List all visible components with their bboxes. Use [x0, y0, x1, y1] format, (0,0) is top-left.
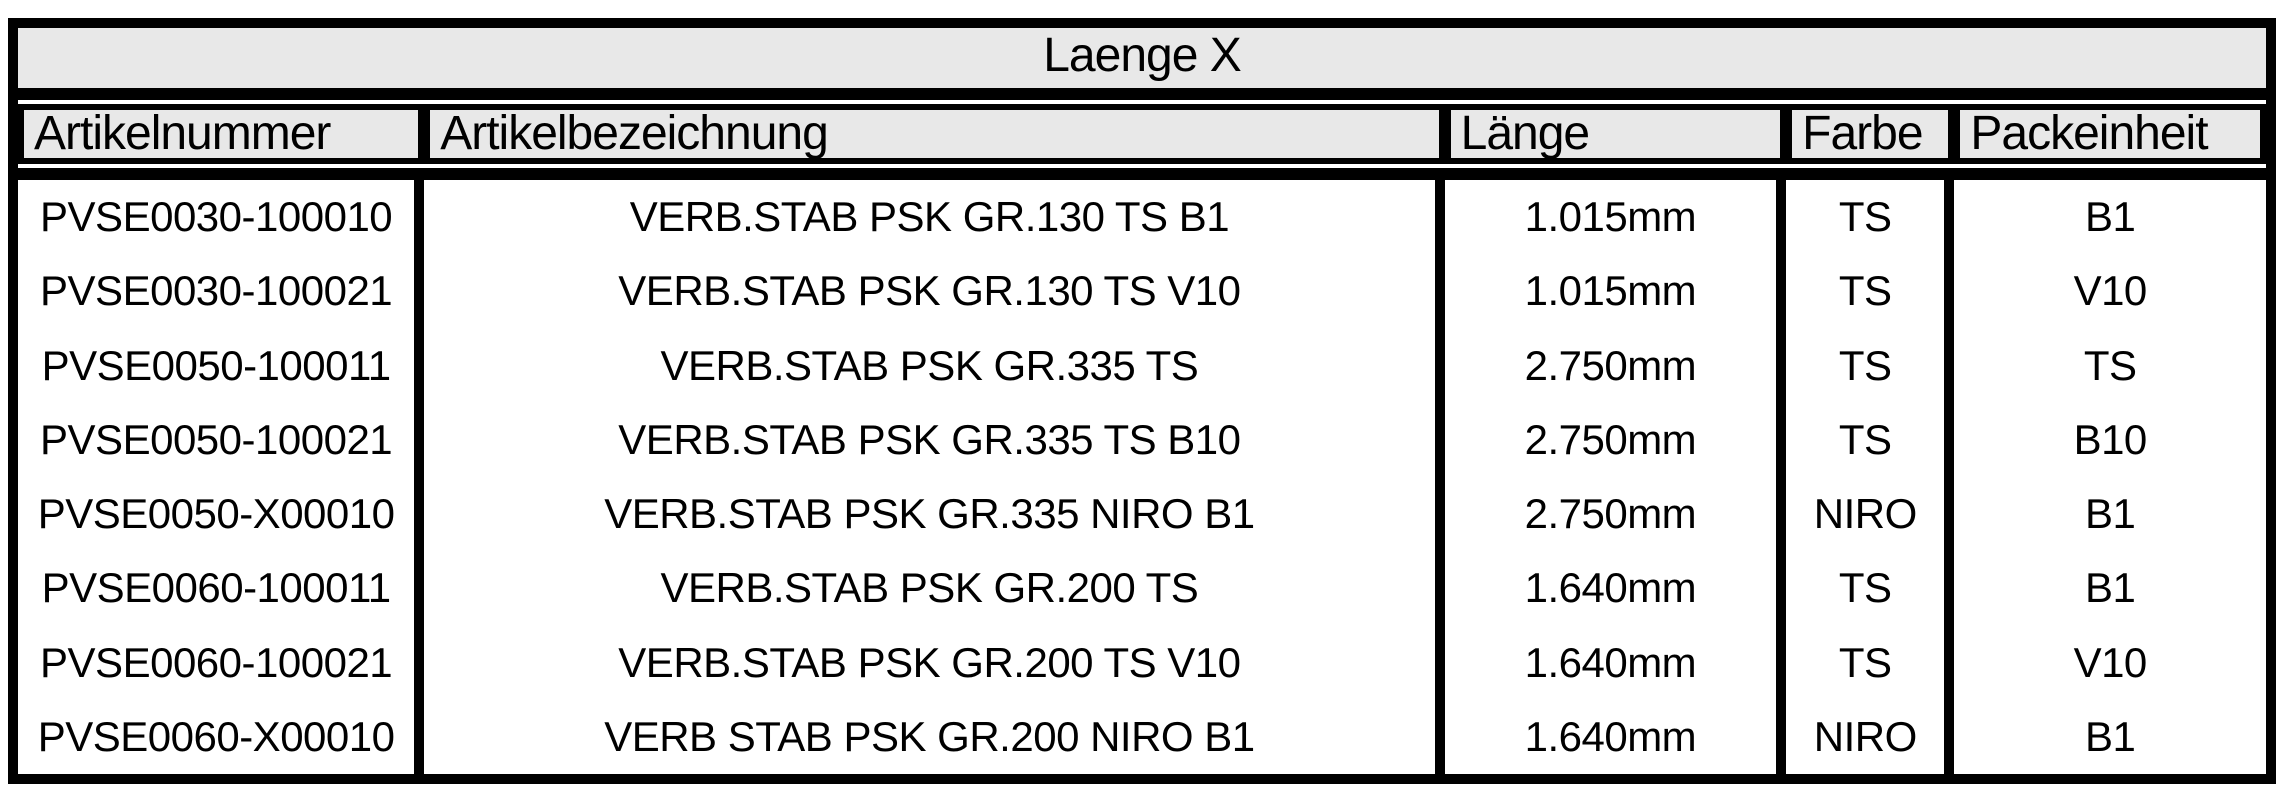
cell-artikelbezeichnung: VERB.STAB PSK GR.200 TS V10 [618, 638, 1241, 686]
column-header-laenge: Länge [1444, 104, 1787, 164]
cell-packeinheit: B1 [2085, 712, 2136, 760]
column-artikelnummer: PVSE0030-100010 PVSE0030-100021 PVSE0050… [18, 180, 425, 774]
column-farbe: TS TS TS TS NIRO TS TS NIRO [1786, 180, 1955, 774]
column-artikelbezeichnung: VERB.STAB PSK GR.130 TS B1 VERB.STAB PSK… [424, 180, 1445, 774]
cell-laenge: 1.640mm [1524, 564, 1697, 612]
cell-artikelnummer: PVSE0060-100011 [41, 564, 392, 612]
cell-artikelbezeichnung: VERB.STAB PSK GR.130 TS B1 [629, 193, 1230, 241]
table-header-row: Artikelnummer Artikelbezeichnung Länge F… [18, 100, 2266, 180]
cell-packeinheit: B1 [2085, 564, 2136, 612]
cell-artikelbezeichnung: VERB.STAB PSK GR.335 NIRO B1 [604, 490, 1255, 538]
cell-artikelnummer: PVSE0060-X00010 [37, 712, 395, 760]
cell-packeinheit: B1 [2085, 193, 2136, 241]
article-price-table: Laenge X Artikelnummer Artikelbezeichnun… [8, 18, 2276, 784]
cell-artikelnummer: PVSE0060-100021 [40, 638, 393, 686]
cell-packeinheit: V10 [2073, 638, 2148, 686]
cell-laenge: 1.640mm [1524, 638, 1697, 686]
cell-artikelbezeichnung: VERB.STAB PSK GR.335 TS B10 [618, 415, 1241, 463]
cell-farbe: NIRO [1813, 712, 1918, 760]
cell-farbe: TS [1838, 564, 1892, 612]
column-header-packeinheit: Packeinheit [1954, 104, 2266, 164]
column-header-farbe: Farbe [1786, 104, 1955, 164]
column-packeinheit: B1 V10 TS B10 B1 B1 V10 B1 [1954, 180, 2266, 774]
cell-artikelnummer: PVSE0050-X00010 [37, 490, 395, 538]
cell-laenge: 2.750mm [1524, 490, 1697, 538]
table-title-row: Laenge X [18, 28, 2266, 100]
column-header-artikelbezeichnung: Artikelbezeichnung [424, 104, 1445, 164]
cell-artikelnummer: PVSE0050-100011 [41, 341, 392, 389]
cell-artikelnummer: PVSE0030-100021 [40, 267, 393, 315]
column-laenge: 1.015mm 1.015mm 2.750mm 2.750mm 2.750mm … [1445, 180, 1787, 774]
cell-laenge: 2.750mm [1524, 341, 1697, 389]
cell-packeinheit: B1 [2085, 490, 2136, 538]
cell-farbe: TS [1838, 638, 1892, 686]
cell-artikelnummer: PVSE0030-100010 [40, 193, 393, 241]
table-title: Laenge X [1043, 29, 1242, 82]
cell-packeinheit: V10 [2073, 267, 2148, 315]
cell-laenge: 1.015mm [1524, 267, 1697, 315]
cell-farbe: NIRO [1813, 490, 1918, 538]
cell-farbe: TS [1838, 415, 1892, 463]
cell-packeinheit: B10 [2073, 415, 2148, 463]
cell-artikelbezeichnung: VERB.STAB PSK GR.200 TS [660, 564, 1199, 612]
cell-laenge: 1.015mm [1524, 193, 1697, 241]
cell-laenge: 2.750mm [1524, 415, 1697, 463]
cell-artikelbezeichnung: VERB.STAB PSK GR.335 TS [660, 341, 1199, 389]
cell-farbe: TS [1838, 267, 1892, 315]
cell-artikelnummer: PVSE0050-100021 [40, 415, 393, 463]
cell-farbe: TS [1838, 341, 1892, 389]
cell-farbe: TS [1838, 193, 1892, 241]
cell-artikelbezeichnung: VERB.STAB PSK GR.130 TS V10 [618, 267, 1241, 315]
cell-packeinheit: TS [2083, 341, 2137, 389]
cell-artikelbezeichnung: VERB STAB PSK GR.200 NIRO B1 [604, 712, 1255, 760]
cell-laenge: 1.640mm [1524, 712, 1697, 760]
column-header-artikelnummer: Artikelnummer [18, 104, 425, 164]
table-body: PVSE0030-100010 PVSE0030-100021 PVSE0050… [18, 180, 2266, 774]
